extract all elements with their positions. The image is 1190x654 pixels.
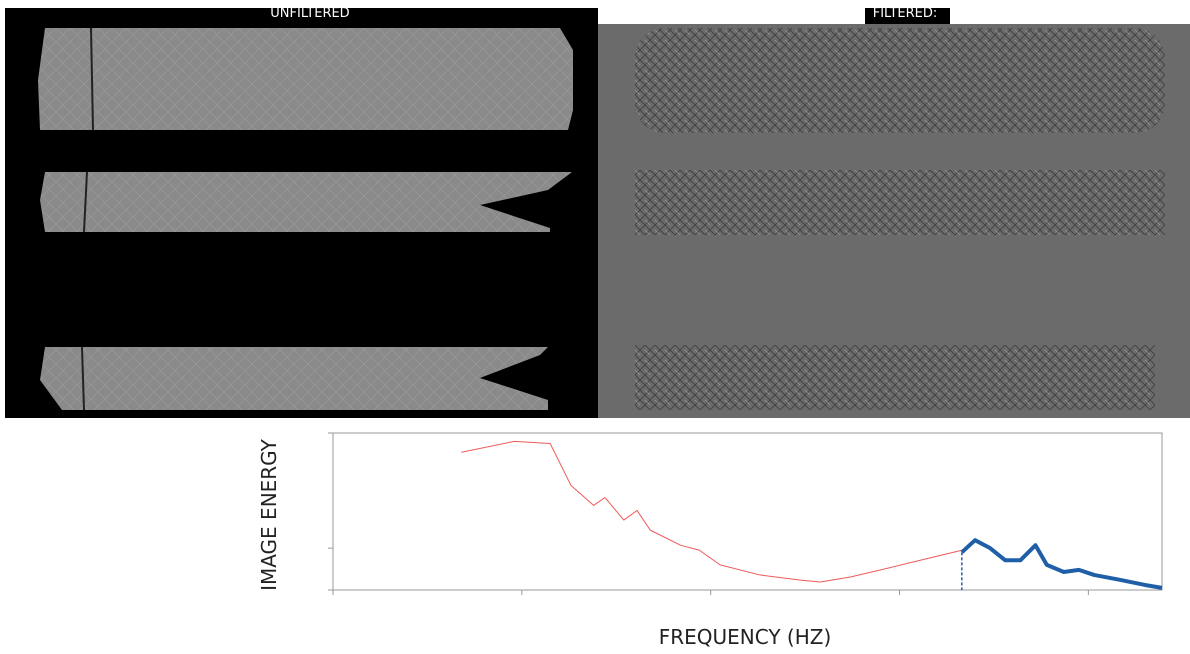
x-axis-label: FREQUENCY (HZ) — [659, 625, 832, 649]
plot-frame — [332, 432, 1163, 591]
series-line — [461, 440, 962, 583]
y-axis-label: IMAGE ENERGY — [257, 438, 281, 591]
unfiltered-image: UNFILTERED — [5, 6, 598, 418]
series-line — [960, 538, 1163, 590]
panel-title: FILTERED: — [873, 6, 938, 21]
panel-title: UNFILTERED — [270, 6, 349, 21]
filtered-image: FILTERED: — [598, 6, 1190, 418]
